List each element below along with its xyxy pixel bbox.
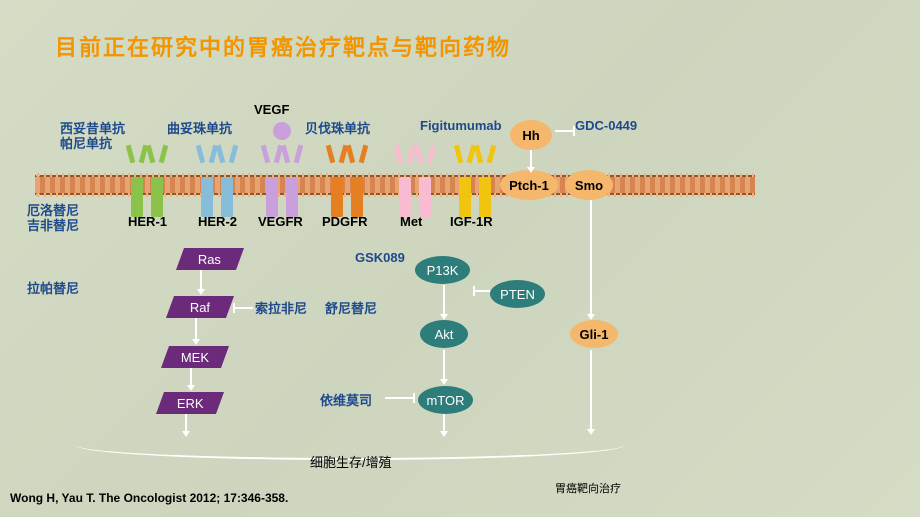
outcome-label: 细胞生存/增殖 bbox=[310, 452, 392, 471]
drug-sunitinib: 舒尼替尼 bbox=[325, 298, 377, 317]
drug-everolimus: 依维莫司 bbox=[320, 390, 372, 409]
her1-label: HER-1 bbox=[128, 214, 167, 229]
hh-node: Hh bbox=[510, 120, 552, 150]
citation: Wong H, Yau T. The Oncologist 2012; 17:3… bbox=[10, 491, 288, 505]
raf-node: Raf bbox=[166, 296, 234, 318]
igf1r-label: IGF-1R bbox=[450, 214, 493, 229]
vegf-label: VEGF bbox=[254, 102, 289, 117]
erk-node: ERK bbox=[156, 392, 224, 414]
gli1-node: Gli-1 bbox=[570, 320, 618, 348]
drug-trastuzumab: 曲妥珠单抗 bbox=[167, 118, 232, 137]
receptor-pdgfr-b bbox=[345, 145, 369, 217]
drug-sorafenib: 索拉非尼 bbox=[255, 298, 307, 317]
met-label: Met bbox=[400, 214, 422, 229]
drug-figitumumab: Figitumumab bbox=[420, 118, 502, 133]
arrow bbox=[443, 414, 445, 432]
arrow bbox=[185, 414, 187, 432]
drug-panitumumab: 帕尼单抗 bbox=[60, 133, 112, 152]
smo-node: Smo bbox=[565, 170, 613, 200]
arrow bbox=[530, 150, 532, 168]
her2-label: HER-2 bbox=[198, 214, 237, 229]
inhibit-line bbox=[475, 290, 490, 292]
drug-lapatinib: 拉帕替尼 bbox=[27, 278, 79, 297]
arrow bbox=[443, 285, 445, 315]
slide-title: 目前正在研究中的胃癌治疗靶点与靶向药物 bbox=[55, 30, 511, 62]
drug-bevacizumab: 贝伐珠单抗 bbox=[305, 118, 370, 137]
drug-gefitinib: 吉非替尼 bbox=[27, 215, 79, 234]
receptor-her1-b bbox=[145, 145, 169, 217]
arrow bbox=[590, 200, 592, 315]
inhibit-line bbox=[235, 307, 253, 309]
receptor-her2-b bbox=[215, 145, 239, 217]
receptor-igf-b bbox=[473, 145, 497, 217]
receptor-vegfr-b bbox=[280, 145, 304, 217]
mtor-node: mTOR bbox=[418, 386, 473, 414]
arrow bbox=[200, 270, 202, 290]
drug-gsk089: GSK089 bbox=[355, 250, 405, 265]
vegf-ligand bbox=[273, 122, 291, 140]
drug-gdc0449: GDC-0449 bbox=[575, 118, 637, 133]
inhibit-line bbox=[555, 130, 573, 132]
receptor-met-b bbox=[413, 145, 437, 217]
footer-label: 胃癌靶向治疗 bbox=[555, 480, 621, 496]
vegfr-label: VEGFR bbox=[258, 214, 303, 229]
pdgfr-label: PDGFR bbox=[322, 214, 368, 229]
arrow bbox=[590, 350, 592, 430]
arrow bbox=[443, 350, 445, 380]
ras-node: Ras bbox=[176, 248, 244, 270]
inhibit-line bbox=[385, 397, 413, 399]
p13k-node: P13K bbox=[415, 256, 470, 284]
arrow bbox=[190, 368, 192, 386]
mek-node: MEK bbox=[161, 346, 229, 368]
ptch1-node: Ptch-1 bbox=[500, 170, 558, 200]
akt-node: Akt bbox=[420, 320, 468, 348]
pten-node: PTEN bbox=[490, 280, 545, 308]
arrow bbox=[195, 318, 197, 340]
